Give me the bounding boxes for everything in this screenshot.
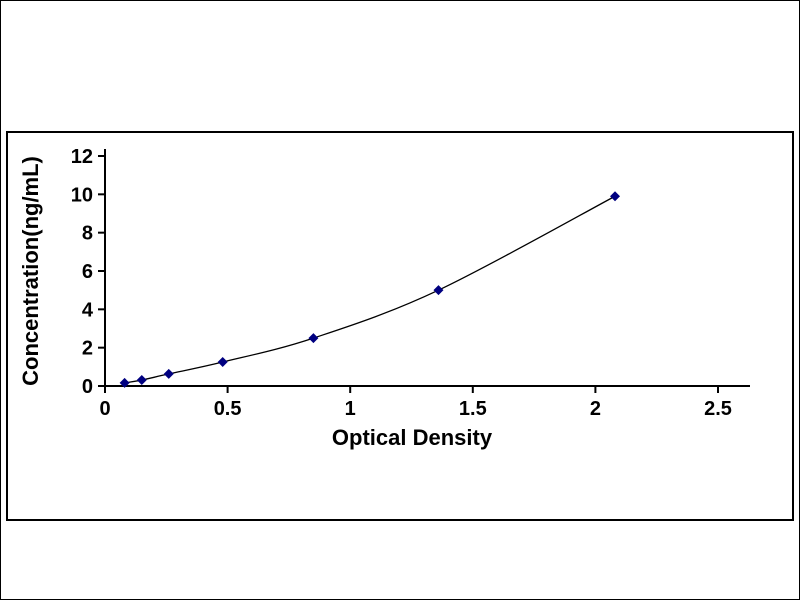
data-point-marker [308,333,319,344]
data-point-marker [163,368,174,379]
y-tick-label: 2 [82,338,93,360]
x-tick-label: 1 [345,398,356,420]
y-tick-label: 12 [71,146,93,168]
x-tick-label: 0.5 [214,398,242,420]
y-tick-label: 4 [82,299,94,321]
x-axis-label: Optical Density [332,425,493,450]
standard-curve-series [119,191,621,388]
data-point-marker [136,375,147,386]
y-tick-label: 10 [71,184,93,206]
x-tick-label: 1.5 [459,398,487,420]
y-tick-label: 0 [82,376,93,398]
data-point-marker [119,377,130,388]
chart-frame: 0 0.5 1 1.5 2 2.5 0 2 4 6 8 10 12 Optical Density Co… [6,131,794,521]
x-tick-label: 2.5 [704,398,732,420]
data-point-marker [610,191,621,202]
curve-line [124,195,616,384]
y-tick-label: 8 [82,223,93,245]
axes: 0 0.5 1 1.5 2 2.5 0 2 4 6 8 10 12 [71,146,750,420]
data-point-marker [217,357,228,368]
data-point-marker [433,285,444,296]
x-tick-label: 0 [99,398,110,420]
plot-svg: 0 0.5 1 1.5 2 2.5 0 2 4 6 8 10 12 Optical Density Co… [18,146,750,450]
y-axis-label: Concentration(ng/mL) [18,156,43,386]
y-tick-label: 6 [82,261,93,283]
x-tick-label: 2 [590,398,601,420]
